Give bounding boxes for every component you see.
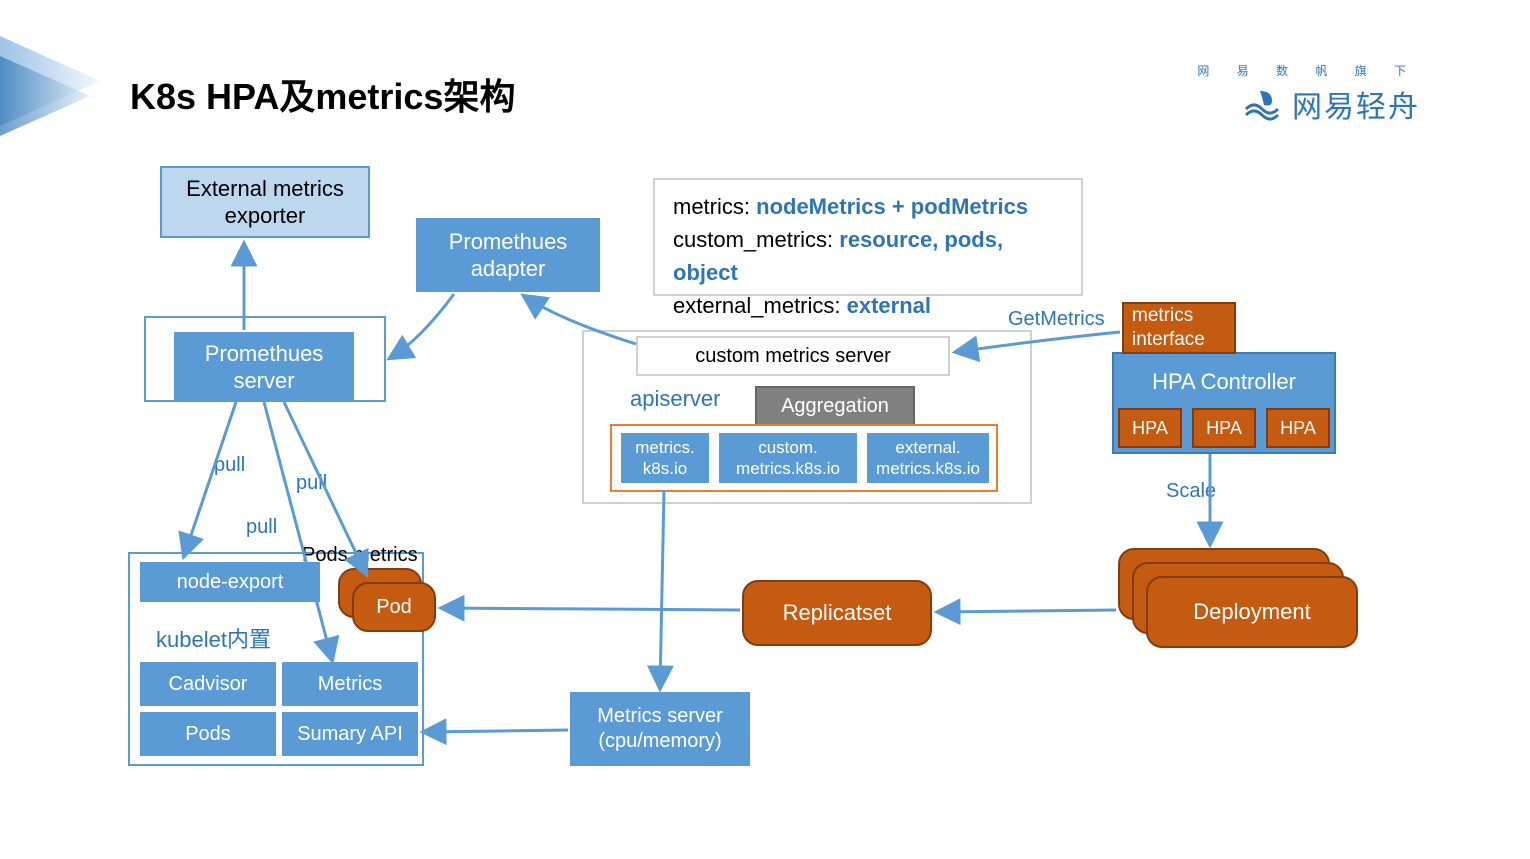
metrics-row1-hl: nodeMetrics + podMetrics: [756, 194, 1028, 219]
node-hpa-3: HPA: [1266, 408, 1330, 448]
node-aggregation: Aggregation: [755, 386, 915, 426]
node-metrics-interface: metrics interface: [1122, 302, 1236, 354]
label-kubelet: kubelet内置: [156, 622, 271, 654]
label-pull-2: pull: [296, 472, 327, 495]
node-hpa-2: HPA: [1192, 408, 1256, 448]
node-hpa-1: HPA: [1118, 408, 1182, 448]
label-apiserver: apiserver: [630, 386, 720, 412]
metrics-row1-prefix: metrics:: [673, 194, 756, 219]
metrics-row-1: metrics: nodeMetrics + podMetrics: [673, 190, 1063, 223]
node-prometheus-server: Promethues server: [174, 332, 354, 402]
node-custom-k8s: custom. metrics.k8s.io: [718, 432, 858, 484]
node-external-k8s: external. metrics.k8s.io: [866, 432, 990, 484]
label-pull-1: pull: [214, 454, 245, 477]
node-pods: Pods: [140, 712, 276, 756]
metrics-info-panel: metrics: nodeMetrics + podMetrics custom…: [653, 178, 1083, 296]
node-external-exporter: External metrics exporter: [160, 166, 370, 238]
metrics-row-3: external_metrics: external: [673, 289, 1063, 322]
diagram-canvas: K8s HPA及metrics架构 网 易 数 帆 旗 下 网易轻舟 metri…: [0, 0, 1530, 859]
metrics-row2-prefix: custom_metrics:: [673, 227, 839, 252]
metrics-row3-hl: external: [847, 293, 931, 318]
label-pods-metrics: Pods metrics: [302, 544, 418, 567]
node-node-export: node-export: [140, 562, 320, 602]
brand-tagline: 网 易 数 帆 旗 下: [1197, 62, 1418, 79]
brand-logo-icon: [1242, 87, 1282, 121]
node-replicaset: Replicatset: [742, 580, 932, 646]
brand-name: 网易轻舟: [1292, 82, 1420, 126]
page-title: K8s HPA及metrics架构: [130, 74, 515, 119]
node-summary-api: Sumary API: [282, 712, 418, 756]
node-pod: Pod: [352, 582, 436, 632]
node-metrics: Metrics: [282, 662, 418, 706]
label-getmetrics: GetMetrics: [1008, 308, 1105, 331]
node-prometheus-adapter: Promethues adapter: [416, 218, 600, 292]
node-deployment: Deployment: [1146, 576, 1358, 648]
metrics-row-2: custom_metrics: resource, pods, object: [673, 223, 1063, 289]
node-cadvisor: Cadvisor: [140, 662, 276, 706]
label-pull-3: pull: [246, 516, 277, 539]
node-custom-metrics-server: custom metrics server: [636, 336, 950, 376]
brand-row: 网易轻舟: [1242, 82, 1420, 126]
node-metrics-k8s: metrics. k8s.io: [620, 432, 710, 484]
metrics-row3-prefix: external_metrics:: [673, 293, 847, 318]
node-metrics-server: Metrics server (cpu/memory): [570, 692, 750, 766]
label-scale: Scale: [1166, 480, 1216, 503]
